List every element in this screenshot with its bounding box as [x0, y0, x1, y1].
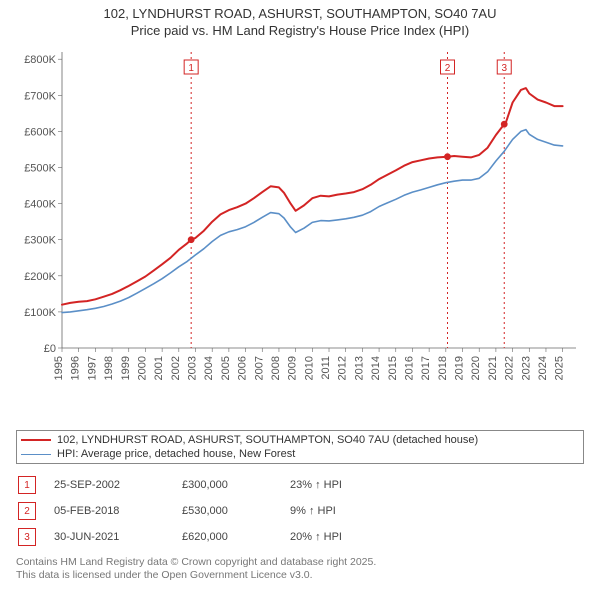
svg-text:2020: 2020: [470, 356, 482, 380]
svg-text:2025: 2025: [554, 356, 566, 380]
svg-text:2009: 2009: [287, 356, 299, 380]
svg-text:2018: 2018: [437, 356, 449, 380]
svg-text:2014: 2014: [370, 356, 382, 380]
svg-text:£200K: £200K: [24, 271, 56, 283]
svg-text:2017: 2017: [420, 356, 432, 380]
svg-text:1: 1: [188, 63, 194, 74]
svg-text:£500K: £500K: [24, 163, 56, 175]
title-line2: Price paid vs. HM Land Registry's House …: [0, 23, 600, 40]
svg-text:2016: 2016: [403, 356, 415, 380]
svg-text:£400K: £400K: [24, 199, 56, 211]
svg-text:2019: 2019: [454, 356, 466, 380]
title-line1: 102, LYNDHURST ROAD, ASHURST, SOUTHAMPTO…: [0, 6, 600, 23]
svg-text:3: 3: [501, 63, 507, 74]
svg-text:2022: 2022: [504, 356, 516, 380]
svg-text:2001: 2001: [153, 356, 165, 380]
legend: 102, LYNDHURST ROAD, ASHURST, SOUTHAMPTO…: [16, 430, 584, 464]
svg-text:2007: 2007: [253, 356, 265, 380]
svg-text:£0: £0: [44, 343, 56, 355]
marker-table: 1 25-SEP-2002 £300,000 23% ↑ HPI 2 05-FEB-201…: [16, 472, 584, 550]
marker-row: 1 25-SEP-2002 £300,000 23% ↑ HPI: [16, 472, 584, 498]
svg-text:2010: 2010: [303, 356, 315, 380]
svg-text:1998: 1998: [103, 356, 115, 380]
marker-pct: 23% ↑ HPI: [290, 479, 390, 491]
marker-price: £300,000: [182, 479, 272, 491]
svg-text:1995: 1995: [53, 356, 65, 380]
svg-text:2003: 2003: [187, 356, 199, 380]
svg-text:£600K: £600K: [24, 126, 56, 138]
license-line2: This data is licensed under the Open Gov…: [16, 569, 584, 582]
svg-text:1999: 1999: [120, 356, 132, 380]
svg-text:2006: 2006: [237, 356, 249, 380]
svg-text:£300K: £300K: [24, 235, 56, 247]
svg-text:2013: 2013: [353, 356, 365, 380]
svg-text:2012: 2012: [337, 356, 349, 380]
marker-row: 3 30-JUN-2021 £620,000 20% ↑ HPI: [16, 524, 584, 550]
license-text: Contains HM Land Registry data © Crown c…: [16, 556, 584, 582]
svg-text:2: 2: [445, 63, 451, 74]
license-line1: Contains HM Land Registry data © Crown c…: [16, 556, 584, 569]
chart-svg: £0 £100K £200K £300K £400K £500K £600K £700K £80…: [16, 48, 586, 418]
svg-text:2008: 2008: [270, 356, 282, 380]
legend-row: 102, LYNDHURST ROAD, ASHURST, SOUTHAMPTO…: [21, 433, 579, 447]
svg-text:1996: 1996: [70, 356, 82, 380]
marker-price: £620,000: [182, 531, 272, 543]
svg-text:£100K: £100K: [24, 307, 56, 319]
marker-price: £530,000: [182, 505, 272, 517]
chart: £0 £100K £200K £300K £400K £500K £600K £700K £80…: [16, 48, 586, 418]
svg-text:2015: 2015: [387, 356, 399, 380]
svg-text:2000: 2000: [136, 356, 148, 380]
chart-title-block: 102, LYNDHURST ROAD, ASHURST, SOUTHAMPTO…: [0, 0, 600, 40]
marker-badge: 1: [18, 476, 36, 494]
svg-text:2024: 2024: [537, 356, 549, 380]
marker-pct: 9% ↑ HPI: [290, 505, 390, 517]
svg-text:2002: 2002: [170, 356, 182, 380]
svg-text:2021: 2021: [487, 356, 499, 380]
legend-swatch: [21, 439, 51, 441]
marker-pct: 20% ↑ HPI: [290, 531, 390, 543]
svg-text:£700K: £700K: [24, 90, 56, 102]
marker-badge: 2: [18, 502, 36, 520]
marker-row: 2 05-FEB-2018 £530,000 9% ↑ HPI: [16, 498, 584, 524]
marker-date: 25-SEP-2002: [54, 479, 164, 491]
svg-text:2011: 2011: [320, 356, 332, 380]
svg-text:2005: 2005: [220, 356, 232, 380]
svg-text:£800K: £800K: [24, 54, 56, 66]
marker-date: 05-FEB-2018: [54, 505, 164, 517]
legend-row: HPI: Average price, detached house, New …: [21, 447, 579, 461]
svg-text:1997: 1997: [86, 356, 98, 380]
legend-label: HPI: Average price, detached house, New …: [57, 448, 295, 460]
legend-swatch: [21, 454, 51, 455]
svg-text:2023: 2023: [520, 356, 532, 380]
svg-text:2004: 2004: [203, 356, 215, 380]
legend-label: 102, LYNDHURST ROAD, ASHURST, SOUTHAMPTO…: [57, 434, 478, 446]
marker-badge: 3: [18, 528, 36, 546]
marker-date: 30-JUN-2021: [54, 531, 164, 543]
